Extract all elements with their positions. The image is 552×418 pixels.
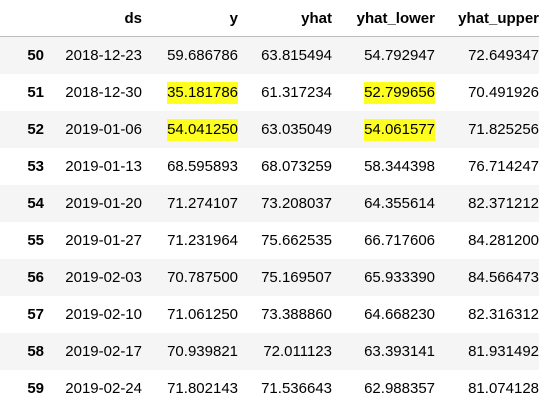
cell-ds: 2018-12-23 [65, 47, 142, 64]
cell-yhat-lower: 64.355614 [364, 195, 435, 212]
cell-yhat-upper: 71.825256 [468, 121, 539, 138]
cell-yhat-upper: 70.491926 [468, 84, 539, 101]
cell-y: 35.181786 [142, 74, 238, 111]
highlighted-value: 54.041250 [167, 118, 238, 141]
cell-ds: 2019-01-06 [65, 121, 142, 138]
column-header-yhat-upper: yhat_upper [435, 0, 539, 37]
cell-ds: 2019-01-27 [65, 232, 142, 249]
column-header-ds: ds [44, 0, 142, 37]
cell-yhat-upper: 81.074128 [468, 380, 539, 397]
highlighted-value: 52.799656 [364, 81, 435, 104]
cell-y: 71.802143 [167, 380, 238, 397]
table-row: 59 2019-02-24 71.802143 71.536643 62.988… [0, 370, 539, 407]
cell-y: 70.787500 [167, 269, 238, 286]
column-header-y: y [142, 0, 238, 37]
cell-yhat-lower: 62.988357 [364, 380, 435, 397]
cell-y: 70.939821 [167, 343, 238, 360]
row-index: 58 [27, 343, 44, 360]
cell-ds: 2019-02-10 [65, 306, 142, 323]
column-header-yhat: yhat [238, 0, 332, 37]
table-row: 54 2019-01-20 71.274107 73.208037 64.355… [0, 185, 539, 222]
row-index: 56 [27, 269, 44, 286]
row-index: 55 [27, 232, 44, 249]
cell-yhat-lower: 63.393141 [364, 343, 435, 360]
highlighted-value: 35.181786 [167, 81, 238, 104]
cell-yhat: 75.169507 [261, 269, 332, 286]
column-header-yhat-lower: yhat_lower [332, 0, 435, 37]
table-row: 56 2019-02-03 70.787500 75.169507 65.933… [0, 259, 539, 296]
cell-y: 71.231964 [167, 232, 238, 249]
cell-yhat-upper: 84.281200 [468, 232, 539, 249]
cell-yhat: 63.035049 [261, 121, 332, 138]
cell-ds: 2018-12-30 [65, 84, 142, 101]
cell-yhat-upper: 82.371212 [468, 195, 539, 212]
cell-yhat: 68.073259 [261, 158, 332, 175]
cell-yhat: 75.662535 [261, 232, 332, 249]
dataframe-table: ds y yhat yhat_lower yhat_upper 50 2018-… [0, 0, 539, 407]
table-row: 52 2019-01-06 54.041250 63.035049 54.061… [0, 111, 539, 148]
row-index: 57 [27, 306, 44, 323]
cell-yhat-lower: 66.717606 [364, 232, 435, 249]
cell-yhat: 63.815494 [261, 47, 332, 64]
cell-y: 68.595893 [167, 158, 238, 175]
cell-yhat-upper: 81.931492 [468, 343, 539, 360]
cell-yhat-lower: 65.933390 [364, 269, 435, 286]
table-row: 50 2018-12-23 59.686786 63.815494 54.792… [0, 36, 539, 74]
index-header [0, 0, 44, 37]
row-index: 50 [27, 47, 44, 64]
row-index: 53 [27, 158, 44, 175]
cell-ds: 2019-01-20 [65, 195, 142, 212]
cell-yhat-lower: 58.344398 [364, 158, 435, 175]
row-index: 52 [27, 121, 44, 138]
cell-yhat-lower: 54.061577 [332, 111, 435, 148]
cell-yhat-lower: 64.668230 [364, 306, 435, 323]
table-row: 57 2019-02-10 71.061250 73.388860 64.668… [0, 296, 539, 333]
cell-y: 59.686786 [167, 47, 238, 64]
cell-yhat: 71.536643 [261, 380, 332, 397]
cell-ds: 2019-02-24 [65, 380, 142, 397]
row-index: 54 [27, 195, 44, 212]
cell-ds: 2019-01-13 [65, 158, 142, 175]
cell-yhat: 73.208037 [261, 195, 332, 212]
row-index: 51 [27, 84, 44, 101]
cell-y: 71.061250 [167, 306, 238, 323]
cell-yhat: 61.317234 [261, 84, 332, 101]
cell-yhat-upper: 76.714247 [468, 158, 539, 175]
dataframe-output: ds y yhat yhat_lower yhat_upper 50 2018-… [0, 0, 539, 407]
cell-yhat-upper: 84.566473 [468, 269, 539, 286]
table-row: 53 2019-01-13 68.595893 68.073259 58.344… [0, 148, 539, 185]
table-row: 55 2019-01-27 71.231964 75.662535 66.717… [0, 222, 539, 259]
header-row: ds y yhat yhat_lower yhat_upper [0, 0, 539, 37]
table-row: 51 2018-12-30 35.181786 61.317234 52.799… [0, 74, 539, 111]
row-index: 59 [27, 380, 44, 397]
cell-yhat-upper: 82.316312 [468, 306, 539, 323]
cell-y: 71.274107 [167, 195, 238, 212]
cell-ds: 2019-02-03 [65, 269, 142, 286]
table-row: 58 2019-02-17 70.939821 72.011123 63.393… [0, 333, 539, 370]
cell-yhat-lower: 54.792947 [364, 47, 435, 64]
highlighted-value: 54.061577 [364, 118, 435, 141]
cell-ds: 2019-02-17 [65, 343, 142, 360]
cell-yhat-lower: 52.799656 [332, 74, 435, 111]
cell-yhat: 73.388860 [261, 306, 332, 323]
cell-yhat-upper: 72.649347 [468, 47, 539, 64]
cell-yhat: 72.011123 [263, 343, 332, 360]
cell-y: 54.041250 [142, 111, 238, 148]
